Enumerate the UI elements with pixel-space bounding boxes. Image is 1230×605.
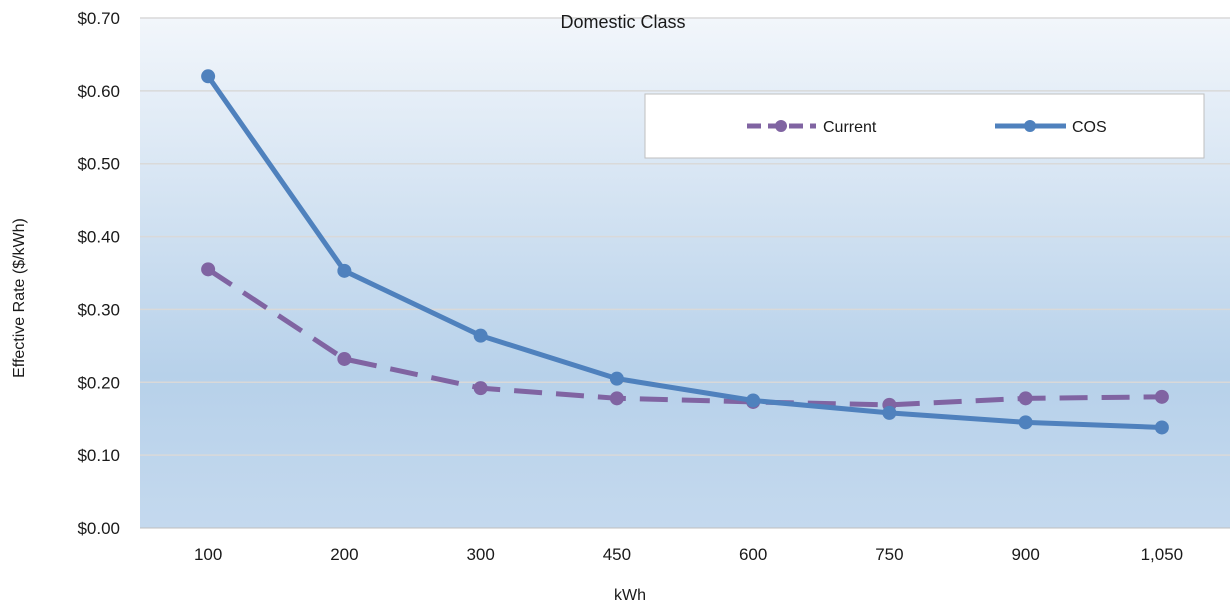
series-line-cos (206, 74, 1162, 430)
y-tick-label: $0.70 (77, 9, 120, 28)
data-point-cos (337, 263, 352, 278)
legend-marker-current (775, 120, 787, 132)
legend-item-cos: COS (995, 119, 1107, 136)
series-group (201, 69, 1169, 435)
x-tick-label: 100 (194, 545, 222, 564)
data-point-current (473, 381, 488, 396)
y-axis-ticks: $0.00 $0.10 $0.20 $0.30 $0.40 $0.50 $0.60 $0.70 (77, 9, 120, 538)
x-tick-label: 600 (739, 545, 767, 564)
y-tick-label: $0.50 (77, 155, 120, 174)
y-tick-label: $0.10 (77, 446, 120, 465)
legend-marker-cos (1024, 120, 1036, 132)
series-current (201, 262, 1169, 412)
x-tick-label: 200 (330, 545, 358, 564)
data-point-cos (1018, 415, 1033, 430)
legend-item-current: Current (747, 119, 877, 136)
y-tick-label: $0.40 (77, 228, 120, 247)
data-point-current (1154, 389, 1169, 404)
series-line-current (206, 267, 1162, 408)
series-cos (201, 69, 1169, 435)
data-point-current (201, 262, 216, 277)
x-tick-label: 300 (466, 545, 494, 564)
chart-title: Domestic Class (560, 12, 685, 32)
x-tick-label: 900 (1011, 545, 1039, 564)
x-tick-label: 450 (603, 545, 631, 564)
data-point-current (1018, 391, 1033, 406)
y-axis-title: Effective Rate ($/kWh) (11, 218, 28, 378)
legend-box (644, 93, 1205, 159)
x-axis-title: kWh (614, 587, 646, 604)
legend-label-current: Current (823, 119, 877, 136)
x-tick-label: 1,050 (1141, 545, 1184, 564)
y-tick-label: $0.60 (77, 82, 120, 101)
legend-label-cos: COS (1072, 119, 1107, 136)
data-point-cos (746, 393, 761, 408)
x-tick-label: 750 (875, 545, 903, 564)
data-point-cos (882, 405, 897, 420)
y-tick-label: $0.00 (77, 519, 120, 538)
data-point-cos (473, 328, 488, 343)
data-point-cos (609, 371, 624, 386)
y-tick-label: $0.20 (77, 373, 120, 392)
data-point-current (609, 391, 624, 406)
legend: Current COS (644, 93, 1205, 159)
x-axis-ticks: 100 200 300 450 600 750 900 1,050 (194, 545, 1183, 564)
data-point-cos (1154, 420, 1169, 435)
y-tick-label: $0.30 (77, 300, 120, 319)
data-point-cos (201, 69, 216, 84)
data-point-current (337, 351, 352, 366)
